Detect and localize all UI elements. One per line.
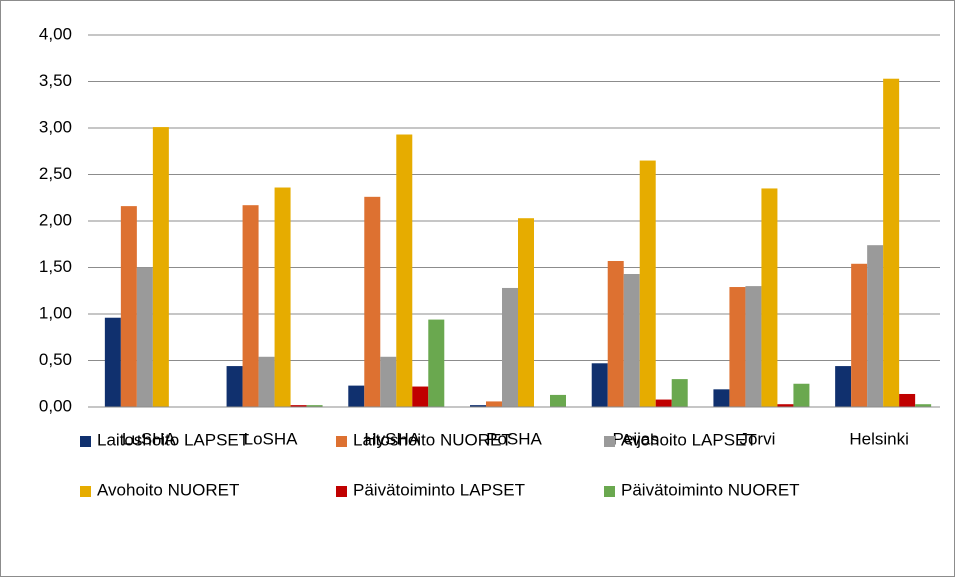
legend-swatch	[604, 486, 615, 497]
bar	[729, 287, 746, 407]
bar	[639, 160, 656, 407]
bar	[793, 383, 810, 407]
y-tick-label: 0,00	[39, 396, 72, 415]
legend-swatch	[80, 436, 91, 447]
bar	[745, 286, 762, 407]
legend-swatch	[336, 486, 347, 497]
bar	[623, 274, 640, 407]
legend-label: Avohoito LAPSET	[621, 430, 757, 449]
y-tick-label: 0,50	[39, 350, 72, 369]
bar	[486, 401, 502, 407]
x-tick-label: HySHA	[364, 429, 420, 448]
legend-swatch	[336, 436, 347, 447]
legend-label: Laitoshoito NUORET	[353, 430, 512, 449]
bar	[607, 260, 624, 407]
bar	[591, 363, 608, 407]
y-tick-label: 1,00	[39, 303, 72, 322]
bar	[120, 206, 137, 407]
bar	[713, 389, 730, 407]
bar	[470, 405, 486, 407]
legend-label: Laitoshoito LAPSET	[97, 430, 249, 449]
bar	[655, 399, 672, 407]
bar	[274, 187, 291, 407]
bar	[412, 386, 429, 407]
y-tick-label: 2,00	[39, 210, 72, 229]
bar	[502, 287, 518, 407]
bar	[915, 404, 932, 407]
bar	[518, 218, 534, 407]
bar	[851, 263, 868, 407]
bar	[671, 379, 688, 407]
bar	[226, 366, 243, 407]
bar	[867, 245, 884, 407]
bar	[396, 134, 413, 407]
legend-swatch	[80, 486, 91, 497]
legend-label: Päivätoiminto NUORET	[621, 480, 800, 499]
legend-swatch	[604, 436, 615, 447]
y-tick-label: 3,50	[39, 71, 72, 90]
y-tick-label: 1,50	[39, 257, 72, 276]
bar	[883, 78, 900, 408]
bar	[152, 127, 169, 407]
bar	[258, 356, 275, 407]
legend-label: Päivätoiminto LAPSET	[353, 480, 525, 499]
y-tick-label: 4,00	[39, 24, 72, 43]
bar	[550, 394, 566, 407]
y-tick-label: 2,50	[39, 164, 72, 183]
bar	[835, 366, 852, 407]
y-tick-label: 3,00	[39, 117, 72, 136]
bar	[104, 317, 121, 407]
bar	[290, 405, 307, 407]
x-tick-label: PoSHA	[486, 429, 542, 448]
bar	[364, 196, 381, 407]
legend-label: Avohoito NUORET	[97, 480, 239, 499]
bar	[136, 267, 153, 407]
bar	[899, 393, 916, 407]
bar	[348, 385, 365, 407]
bar	[306, 405, 323, 407]
bar	[777, 404, 794, 407]
x-tick-label: Jorvi	[739, 429, 775, 448]
bar	[380, 356, 397, 407]
x-tick-label: Peijas	[613, 429, 659, 448]
bar	[761, 188, 778, 407]
x-tick-label: LuSHA	[122, 429, 177, 448]
bar	[428, 319, 445, 407]
bar	[242, 205, 259, 407]
x-tick-label: LoSHA	[244, 429, 299, 448]
x-tick-label: Helsinki	[849, 429, 909, 448]
